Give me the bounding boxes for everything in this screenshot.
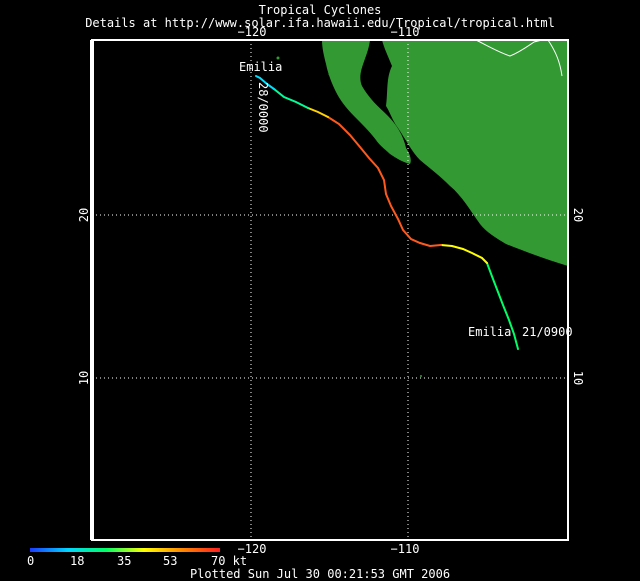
mainland-mexico [382,40,568,266]
baja-california [322,40,411,164]
lat-tick-left: 10 [77,371,91,385]
track-segment [486,262,519,350]
legend-tick: 18 [70,554,84,568]
island [461,189,465,193]
lat-tick-right: 20 [571,208,585,222]
island [328,72,332,76]
storm-name-start: Emilia [239,60,282,74]
lon-tick-bottom: −110 [391,542,420,556]
map-title: Tropical Cyclones [258,3,382,17]
storm-end-timestamp: 28/0000 [256,82,270,133]
header: Tropical Cyclones Details at http://www.… [0,4,640,30]
legend-tick: 35 [117,554,131,568]
storm-name-end: Emilia [468,325,511,339]
storm-track [255,75,519,350]
plot-timestamp: Plotted Sun Jul 30 00:21:53 GMT 2006 [189,567,451,581]
track-segment [327,116,442,248]
country-borders [475,39,563,77]
lon-tick-top: −110 [391,25,420,39]
us-mexico-border [475,39,543,57]
landmass [276,40,568,377]
legend-tick: 70 kt [211,554,247,568]
lon-tick-top: −120 [238,25,267,39]
track-segment [307,107,329,118]
track-segment [255,75,275,90]
track-segment [440,244,488,264]
legend-tick: 53 [163,554,177,568]
lon-tick-bottom: −120 [238,542,267,556]
graticule [92,40,568,540]
lat-tick-left: 20 [77,208,91,222]
track-segment [273,88,309,109]
legend-tick: 0 [27,554,34,568]
us-mexico-border [547,39,563,77]
island [420,375,422,377]
island [276,56,280,60]
details-url: Details at http://www.solar.ifa.hawaii.e… [85,16,555,30]
lat-tick-right: 10 [571,371,585,385]
wind-speed-colorbar [30,548,220,552]
storm-start-timestamp: 21/0900 [522,325,573,339]
